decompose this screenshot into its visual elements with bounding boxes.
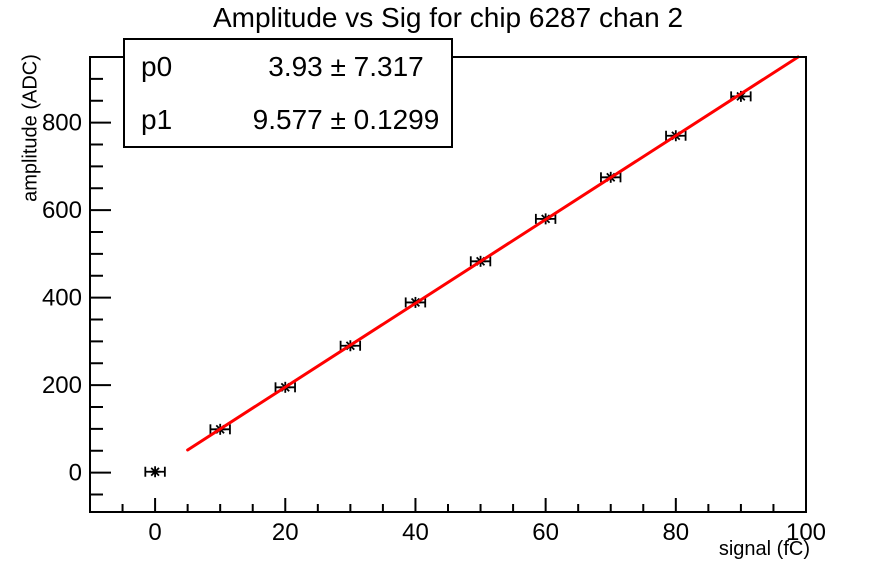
param-name-p1: p1 bbox=[141, 103, 173, 135]
x-tick-label: 0 bbox=[148, 519, 161, 546]
y-axis-label: amplitude (ADC) bbox=[19, 54, 42, 202]
x-tick-label: 100 bbox=[786, 519, 826, 546]
y-tick-label: 600 bbox=[42, 197, 82, 224]
param-value-p1: 9.577 ± 0.1299 bbox=[252, 103, 440, 135]
data-point bbox=[144, 466, 166, 478]
fit-line bbox=[186, 55, 800, 452]
asterisk-marker-center bbox=[152, 469, 158, 474]
fit-stats-box: p0 3.93 ± 7.317 p1 9.577 ± 0.1299 bbox=[123, 38, 453, 148]
stats-row-p1: p1 9.577 ± 0.1299 bbox=[125, 93, 451, 146]
stats-row-p0: p0 3.93 ± 7.317 bbox=[125, 40, 451, 93]
x-tick-label: 80 bbox=[662, 519, 689, 546]
param-name-p0: p0 bbox=[141, 50, 173, 82]
y-tick-label: 400 bbox=[42, 285, 82, 312]
x-axis-label: signal (fC) bbox=[718, 538, 810, 560]
x-tick-label: 40 bbox=[402, 519, 429, 546]
x-tick-label: 60 bbox=[532, 519, 559, 546]
x-tick-label: 20 bbox=[272, 519, 299, 546]
param-value-p0: 3.93 ± 7.317 bbox=[268, 50, 424, 82]
y-tick-label: 200 bbox=[42, 372, 82, 399]
y-tick-label: 0 bbox=[69, 460, 82, 487]
plot-title: Amplitude vs Sig for chip 6287 chan 2 bbox=[212, 2, 684, 33]
y-tick-label: 800 bbox=[42, 110, 82, 137]
